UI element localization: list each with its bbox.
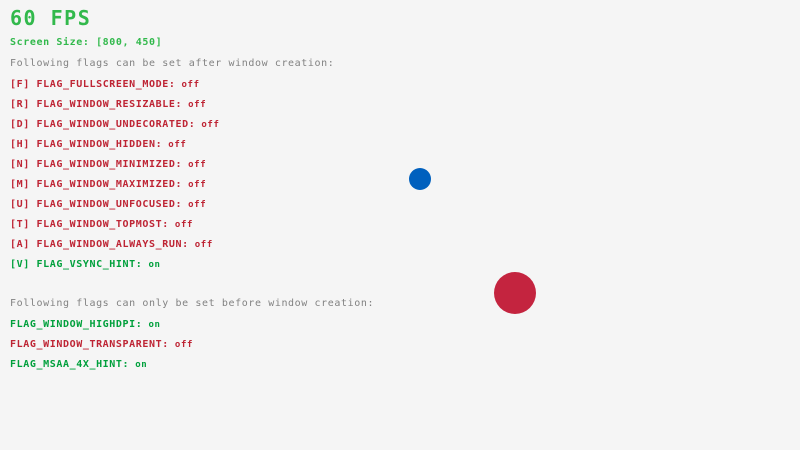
- flag-key: [F]: [10, 79, 37, 90]
- flag-state: off: [188, 240, 213, 250]
- flag-row[interactable]: [M] FLAG_WINDOW_MAXIMIZED: off: [10, 180, 206, 190]
- flag-key: [N]: [10, 159, 37, 170]
- note-flags-after-creation: Following flags can be set after window …: [10, 58, 335, 69]
- flag-state: off: [162, 140, 187, 150]
- flag-state: on: [142, 260, 161, 270]
- flag-row[interactable]: [V] FLAG_VSYNC_HINT: on: [10, 260, 160, 270]
- flag-row[interactable]: [F] FLAG_FULLSCREEN_MODE: off: [10, 80, 200, 90]
- flag-key: [U]: [10, 199, 37, 210]
- flag-row[interactable]: [N] FLAG_WINDOW_MINIMIZED: off: [10, 160, 206, 170]
- flag-row[interactable]: [T] FLAG_WINDOW_TOPMOST: off: [10, 220, 193, 230]
- flag-name: FLAG_WINDOW_RESIZABLE:: [36, 99, 183, 110]
- flag-state: off: [175, 80, 200, 90]
- flag-name: FLAG_WINDOW_MINIMIZED:: [36, 159, 183, 170]
- note-flags-before-creation: Following flags can only be set before w…: [10, 298, 375, 309]
- flag-name: FLAG_VSYNC_HINT:: [36, 259, 143, 270]
- flag-name: FLAG_WINDOW_TRANSPARENT:: [10, 339, 169, 350]
- flag-name: FLAG_WINDOW_UNFOCUSED:: [36, 199, 183, 210]
- flag-name: FLAG_WINDOW_HIGHDPI:: [10, 319, 143, 330]
- flag-key: [A]: [10, 239, 37, 250]
- flags-hud-panel: 60 FPS Screen Size: [800, 450] Following…: [10, 6, 375, 370]
- flag-row[interactable]: [H] FLAG_WINDOW_HIDDEN: off: [10, 140, 186, 150]
- flag-state: off: [182, 180, 207, 190]
- flag-state: off: [182, 100, 207, 110]
- flag-name: FLAG_FULLSCREEN_MODE:: [36, 79, 176, 90]
- flag-name: FLAG_WINDOW_UNDECORATED:: [36, 119, 196, 130]
- screen-size-label: Screen Size: [800, 450]: [10, 37, 163, 48]
- flag-name: FLAG_WINDOW_ALWAYS_RUN:: [36, 239, 189, 250]
- flag-row[interactable]: FLAG_WINDOW_TRANSPARENT: off: [10, 340, 193, 350]
- flag-row[interactable]: [U] FLAG_WINDOW_UNFOCUSED: off: [10, 200, 206, 210]
- flag-state: off: [195, 120, 220, 130]
- red-ball: [494, 272, 536, 314]
- flag-key: [R]: [10, 99, 37, 110]
- flag-state: off: [168, 220, 193, 230]
- flag-key: [T]: [10, 219, 37, 230]
- flag-state: off: [168, 340, 193, 350]
- flag-name: FLAG_WINDOW_TOPMOST:: [36, 219, 169, 230]
- flag-state: off: [182, 200, 207, 210]
- flag-row[interactable]: FLAG_MSAA_4X_HINT: on: [10, 360, 147, 370]
- fps-counter: 60 FPS: [10, 6, 92, 30]
- flag-state: off: [182, 160, 207, 170]
- flag-key: [V]: [10, 259, 37, 270]
- flag-key: [M]: [10, 179, 37, 190]
- flag-row[interactable]: FLAG_WINDOW_HIGHDPI: on: [10, 320, 160, 330]
- flag-row[interactable]: [R] FLAG_WINDOW_RESIZABLE: off: [10, 100, 206, 110]
- flag-state: on: [129, 360, 148, 370]
- flag-state: on: [142, 320, 161, 330]
- flag-name: FLAG_WINDOW_HIDDEN:: [36, 139, 163, 150]
- flag-name: FLAG_WINDOW_MAXIMIZED:: [36, 179, 183, 190]
- flag-key: [H]: [10, 139, 37, 150]
- flag-key: [D]: [10, 119, 37, 130]
- flag-name: FLAG_MSAA_4X_HINT:: [10, 359, 130, 370]
- flag-row[interactable]: [D] FLAG_WINDOW_UNDECORATED: off: [10, 120, 219, 130]
- blue-ball: [409, 168, 431, 190]
- flag-row[interactable]: [A] FLAG_WINDOW_ALWAYS_RUN: off: [10, 240, 213, 250]
